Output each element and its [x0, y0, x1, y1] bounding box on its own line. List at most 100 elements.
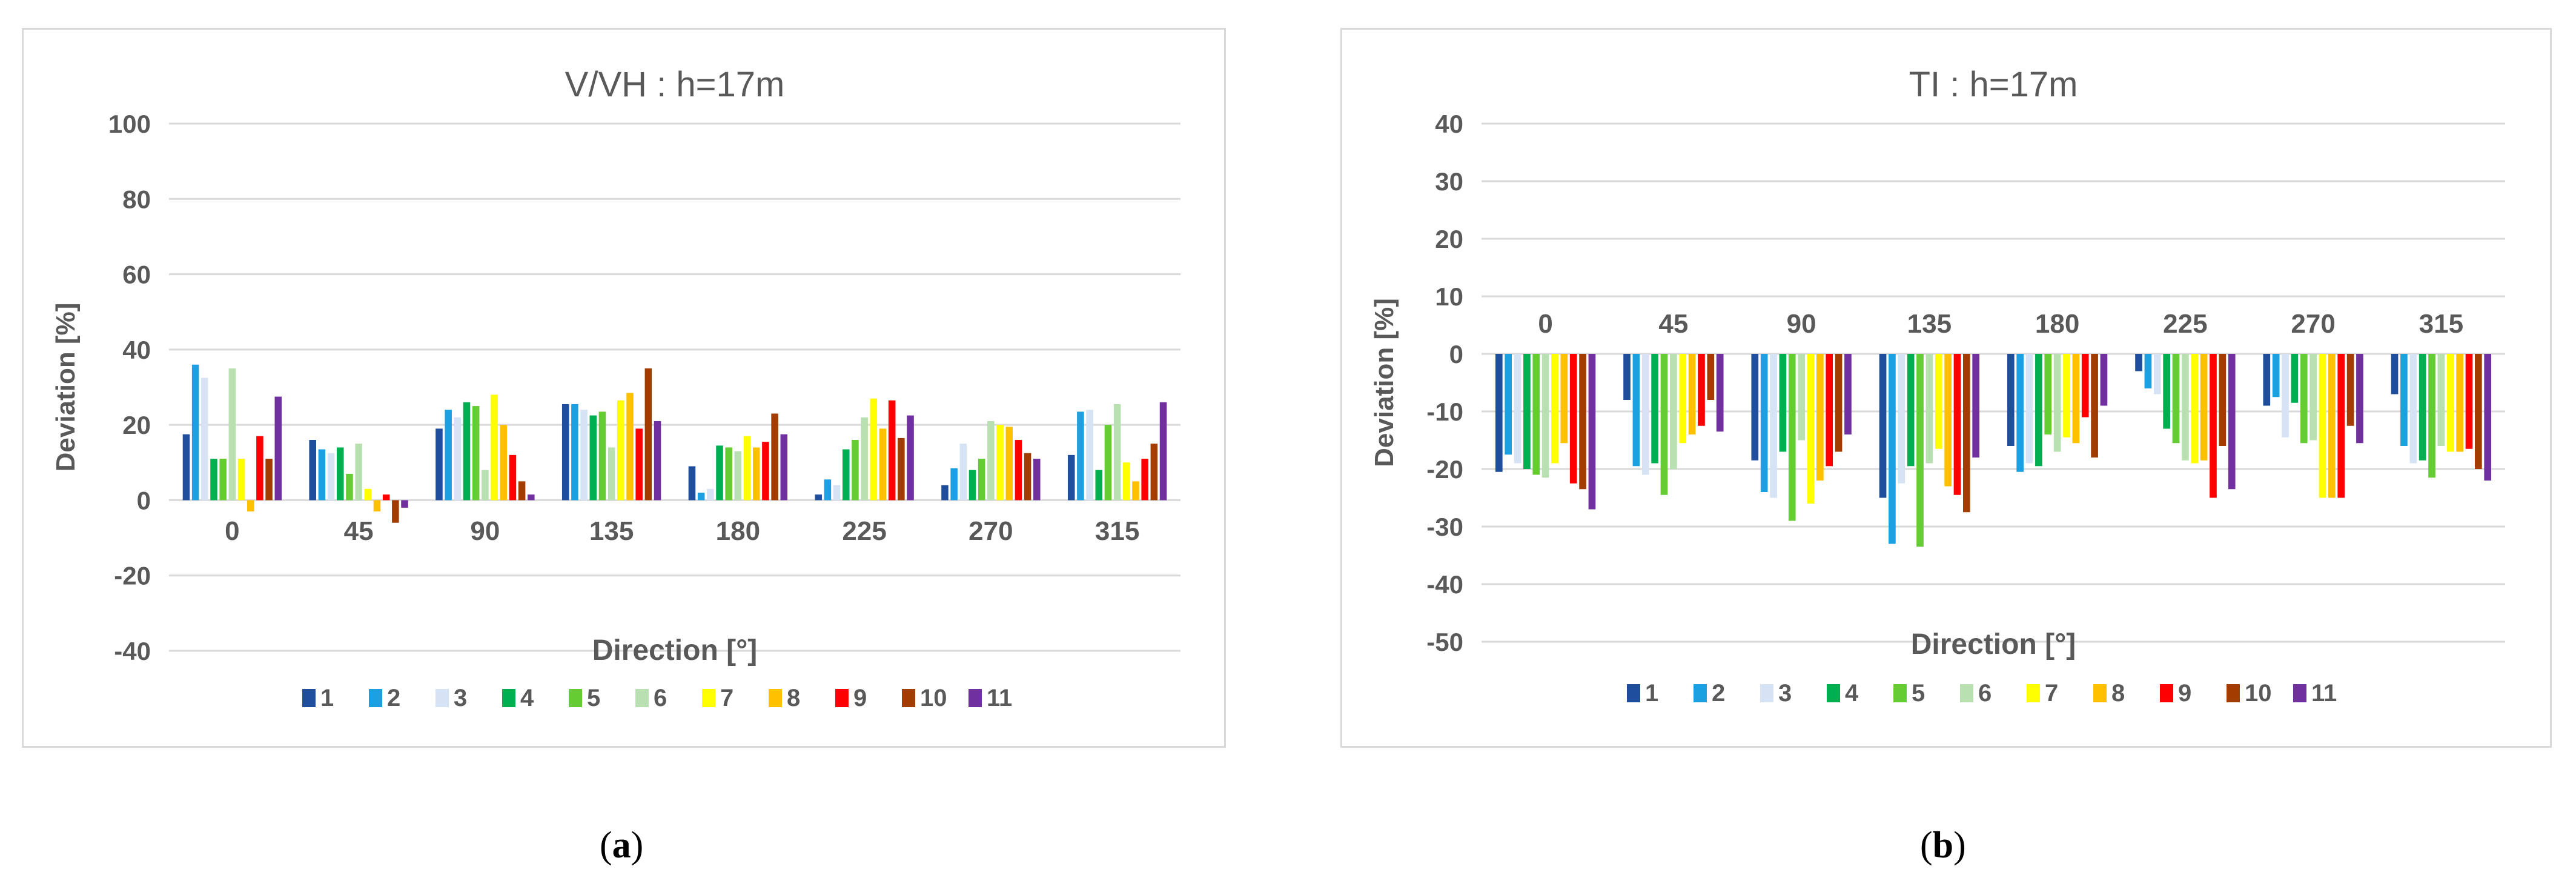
bar-series-8: [500, 425, 508, 501]
legend-swatch-7: [702, 689, 715, 707]
chart-panel-ti: TI : h=17m -50 -40 -30 -20 -10 0 10 20 30 40 Deviat…: [1340, 28, 2552, 748]
legend-swatch-7: [2027, 684, 2040, 702]
legend-label-3: 3: [454, 685, 467, 711]
bar-series-9: [2465, 354, 2473, 449]
bar-series-2: [571, 404, 578, 501]
bar-series-8: [879, 428, 887, 501]
bar-series-3: [1086, 410, 1093, 501]
bar-series-9: [1953, 354, 1961, 495]
bar-series-1: [1067, 454, 1075, 501]
bar-series-4: [1095, 470, 1103, 501]
bar-series-3: [580, 410, 588, 501]
bar-series-4: [2035, 354, 2042, 467]
legend-swatch-5: [569, 689, 582, 707]
bar-series-11: [2228, 354, 2236, 490]
legend-swatch-3: [1760, 684, 1773, 702]
bar-series-2: [2016, 354, 2024, 472]
caption-a-close: ): [631, 825, 644, 866]
bar-series-10: [898, 438, 905, 501]
bar-series-10: [2474, 354, 2482, 469]
bar-series-8: [2456, 354, 2463, 452]
legend-label-5: 5: [587, 685, 600, 711]
legend-swatch-11: [968, 689, 982, 707]
x-tick-label: 225: [2163, 309, 2207, 339]
y-tick-label: -10: [1426, 398, 1463, 426]
legend-label-1: 1: [1645, 680, 1658, 707]
bar-series-8: [373, 500, 381, 512]
bar-series-11: [2484, 354, 2492, 481]
bar-series-9: [2337, 354, 2345, 498]
legend-swatch-5: [1893, 684, 1907, 702]
legend-label-8: 8: [787, 685, 800, 711]
legend-label-7: 7: [2045, 680, 2058, 707]
bar-series-6: [861, 417, 868, 501]
bar-series-5: [346, 473, 353, 501]
bar-series-3: [327, 453, 335, 501]
legend-swatch-9: [2160, 684, 2173, 702]
bar-series-8: [1132, 481, 1139, 501]
bar-series-4: [336, 447, 344, 501]
bar-series-9: [1698, 354, 1705, 426]
bar-series-9: [509, 454, 517, 501]
bar-series-7: [1123, 462, 1130, 501]
bar-series-3: [1641, 354, 1649, 475]
bar-series-6: [2309, 354, 2317, 441]
bar-series-4: [2163, 354, 2170, 429]
bar-series-7: [237, 459, 245, 501]
legend-label-1: 1: [320, 685, 334, 711]
bar-series-6: [608, 447, 615, 501]
bar-series-1: [1495, 354, 1503, 472]
bar-series-11: [1844, 354, 1852, 434]
legend-label-6: 6: [1978, 680, 1992, 707]
bar-series-2: [1760, 354, 1768, 492]
x-tick-label: 315: [2419, 309, 2463, 339]
bar-series-7: [1807, 354, 1815, 504]
x-tick-label: 180: [2035, 309, 2079, 339]
legend-label-10: 10: [920, 685, 947, 711]
bar-series-6: [1670, 354, 1677, 469]
y-axis-label: Deviation [%]: [1369, 298, 1399, 467]
bar-series-4: [1907, 354, 1915, 467]
legend-swatch-8: [769, 689, 782, 707]
y-tick-label: -40: [1426, 570, 1463, 599]
bar-series-11: [528, 494, 535, 501]
bar-series-9: [1141, 459, 1148, 501]
bar-series-1: [182, 434, 190, 501]
x-tick-label: 270: [968, 516, 1013, 546]
bar-series-1: [2263, 354, 2271, 406]
bar-series-2: [1505, 354, 1512, 455]
x-tick-label: 0: [1538, 309, 1552, 339]
bar-series-1: [309, 440, 316, 501]
bar-series-9: [1826, 354, 1833, 467]
y-tick-label: 100: [108, 110, 151, 138]
bar-series-8: [2200, 354, 2208, 461]
legend-swatch-4: [1827, 684, 1840, 702]
bar-series-5: [2428, 354, 2435, 478]
legend-label-11: 11: [2311, 680, 2337, 707]
legend-swatch-4: [502, 689, 515, 707]
bar-series-4: [716, 445, 723, 501]
chart-vvh-svg: V/VH : h=17m-40-20020406080100Deviation …: [51, 65, 1180, 711]
bar-series-2: [824, 479, 832, 501]
bar-series-4: [968, 470, 976, 501]
bar-series-10: [644, 368, 652, 501]
legend-label-4: 4: [520, 685, 534, 711]
bar-series-1: [1879, 354, 1887, 498]
y-tick-label: -20: [1426, 455, 1463, 484]
x-tick-label: 90: [1787, 309, 1816, 339]
legend-swatch-10: [902, 689, 915, 707]
y-tick-label: -50: [1426, 628, 1463, 656]
bar-series-3: [2409, 354, 2417, 464]
legend-swatch-1: [1627, 684, 1640, 702]
y-tick-label: 10: [1435, 282, 1463, 311]
bar-series-10: [1150, 444, 1158, 501]
bar-series-6: [228, 368, 236, 501]
bar-series-6: [2182, 354, 2189, 461]
bar-series-5: [1788, 354, 1796, 521]
chart-title: V/VH : h=17m: [565, 65, 785, 104]
legend-label-5: 5: [1912, 680, 1925, 707]
bar-series-7: [2319, 354, 2326, 498]
bar-series-10: [1835, 354, 1843, 452]
x-tick-label: 135: [1907, 309, 1952, 339]
bar-series-11: [1159, 402, 1167, 501]
